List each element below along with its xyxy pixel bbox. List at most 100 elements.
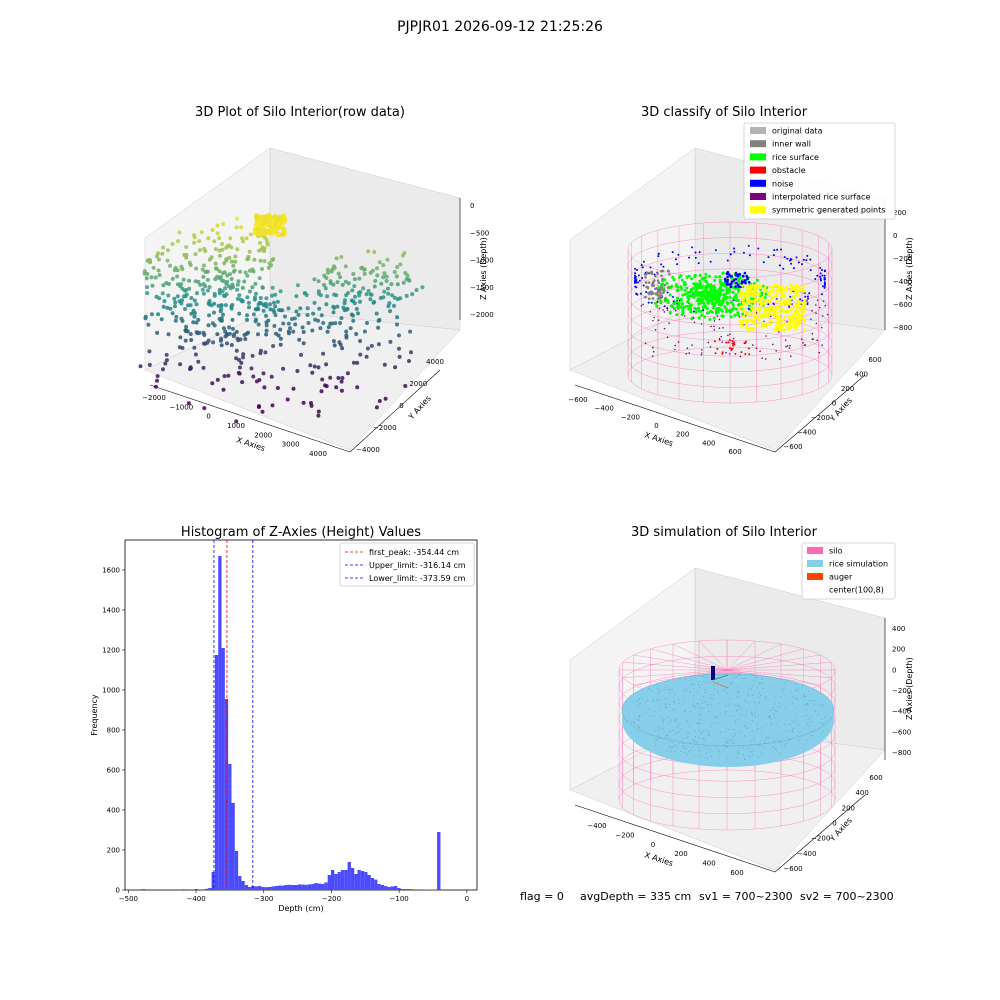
sim-surface-point [726,758,728,760]
classify-xlabel: X Axies [643,430,674,448]
classify-point [636,269,638,271]
hist-bar [238,876,242,890]
classify-point [721,341,723,344]
raw-point [201,365,206,370]
panel-histogram: Histogram of Z-Axies (Height) Values −50… [90,525,478,913]
classify-point [709,260,712,263]
classify-point [676,263,679,266]
classify-point [770,315,772,318]
sim-surface-point [797,734,799,736]
raw-point [223,286,228,291]
sim-surface-point [641,697,643,699]
classify-point [654,301,657,305]
raw-point [259,225,264,231]
sim-surface-point [811,715,812,717]
raw-point [352,277,357,282]
sim-surface-point [651,690,653,692]
sim-surface-point [687,732,689,734]
classify-point [789,283,793,287]
classify-point [822,285,824,288]
sim-surface-point [821,718,823,720]
sim-x-tick: 600 [730,869,743,877]
classify-point [759,315,763,319]
raw-point [256,307,261,312]
raw-point [305,306,310,311]
raw-point [154,254,159,259]
sim-wire-spoke [672,643,728,671]
sim-surface-point [658,735,660,737]
raw-point [221,326,226,331]
sim-surface-point [810,735,812,737]
hist-bar [334,874,338,890]
raw-x-tick: 3000 [282,441,300,449]
raw-point [170,276,175,281]
classify-point [769,306,773,310]
sim-surface-point [766,736,767,738]
hist-x-tick-label: −100 [390,895,409,903]
sim-surface-point [683,747,685,749]
sim-surface-point [710,682,712,684]
classify-point [724,307,728,311]
classify-point [634,279,636,282]
raw-point [341,305,346,310]
raw-point [233,259,238,264]
classify-z-tick-labels: 2000−200−400−600−800 [893,209,912,332]
classify-point [815,304,817,306]
classify-point [758,300,762,304]
classify-point [821,344,823,346]
hist-bar [350,868,355,890]
classify-point [733,247,736,250]
sim-surface-point [787,729,789,731]
classify-point [795,309,799,313]
sim-surface-point [626,720,628,722]
raw-point [185,329,190,334]
classify-point [740,297,744,302]
sim-surface-point [771,725,773,727]
hist-y-tick-label: 1600 [102,567,120,575]
raw-point [375,266,379,271]
raw-point [160,291,165,296]
raw-point [179,264,184,269]
raw-point [322,283,327,287]
classify-point [687,304,691,308]
raw-point [243,337,248,341]
hist-bar [314,883,318,890]
sim-surface-point [654,741,656,743]
sim-surface-point [680,729,682,730]
raw-point [237,371,242,376]
raw-point [355,385,360,390]
sim-surface-point [669,745,671,747]
classify-point [656,272,659,275]
sim-surface-point [763,742,765,744]
hist-bar [360,871,365,890]
sim-surface-point [692,739,694,741]
sim-surface-point [780,696,781,698]
raw-point [168,306,173,311]
raw-z-tick-labels: 0−500−1000−1500−2000 [470,202,494,319]
sim-surface-point [759,682,761,684]
classify-point [713,320,716,322]
sim-surface-point [715,722,716,724]
raw-point [184,255,189,260]
raw-point [326,270,330,275]
raw-point [229,304,234,309]
raw-point [316,365,321,370]
sim-surface-point [690,710,691,712]
classify-point [764,358,767,360]
raw-point [240,299,245,304]
sim-wire-spoke [698,640,728,671]
sim-surface-point [664,736,666,738]
raw-point [142,271,147,276]
sim-z-tick: −600 [892,728,911,736]
raw-point [237,358,242,362]
classify-point [683,289,687,292]
sim-surface-point [806,723,808,725]
raw-point [260,285,265,290]
classify-point [668,293,672,297]
raw-point [358,339,363,343]
classify-point [720,314,724,318]
sim-surface-point [699,709,701,711]
raw-point [213,261,218,266]
raw-point [192,240,197,245]
